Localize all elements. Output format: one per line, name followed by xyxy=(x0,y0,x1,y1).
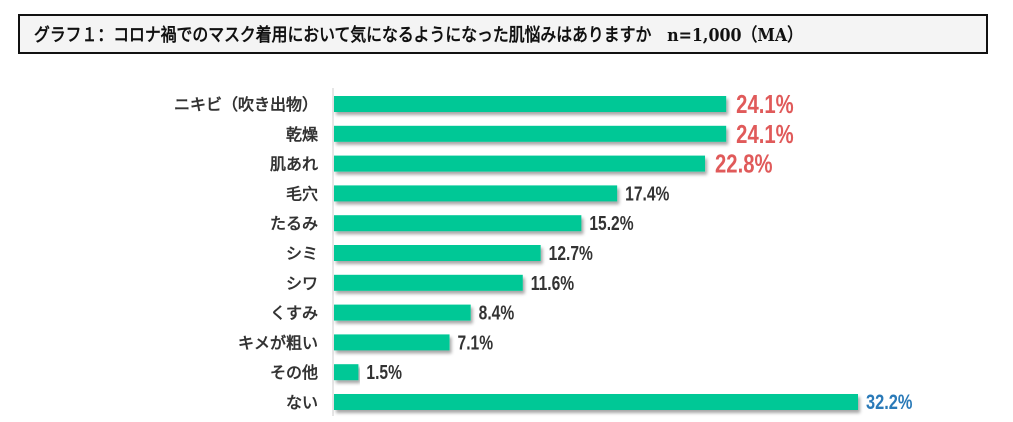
bar xyxy=(334,364,359,381)
bar xyxy=(334,245,541,261)
category-label: ニキビ（吹き出物） xyxy=(174,95,318,114)
category-label: 乾燥 xyxy=(286,125,319,144)
chart-title-box: グラフ１：コロナ禍でのマスク着用において気になるようになった肌悩みはありますか … xyxy=(18,14,988,54)
category-label: その他 xyxy=(270,363,318,382)
category-label: キメが粗い xyxy=(238,333,318,352)
value-label: 8.4% xyxy=(479,302,515,324)
category-label: シミ xyxy=(286,244,318,263)
chart-title: グラフ１：コロナ禍でのマスク着用において気になるようになった肌悩みはありますか … xyxy=(34,25,804,46)
value-label: 24.1% xyxy=(736,119,794,148)
category-label: 肌あれ xyxy=(270,155,318,174)
category-label: 毛穴 xyxy=(286,184,318,203)
value-label: 24.1% xyxy=(736,90,794,119)
value-label: 1.5% xyxy=(366,361,402,383)
bar xyxy=(334,155,706,172)
category-label: ない xyxy=(286,393,318,412)
bar xyxy=(334,125,727,142)
bar xyxy=(334,394,858,410)
category-label: たるみ xyxy=(270,214,318,233)
value-label: 15.2% xyxy=(589,212,633,234)
value-label: 11.6% xyxy=(531,272,574,294)
value-label: 7.1% xyxy=(458,332,494,354)
value-label: 12.7% xyxy=(549,242,593,264)
value-label: 17.4% xyxy=(625,183,669,205)
bar xyxy=(334,96,727,112)
bar xyxy=(334,274,523,291)
bar xyxy=(334,304,471,321)
value-label: 32.2% xyxy=(866,390,913,413)
category-label: シワ xyxy=(286,274,318,293)
bar xyxy=(334,215,582,232)
bar xyxy=(334,334,450,351)
bar xyxy=(334,185,618,202)
value-label: 22.8% xyxy=(715,149,773,178)
category-label: くすみ xyxy=(270,304,318,323)
